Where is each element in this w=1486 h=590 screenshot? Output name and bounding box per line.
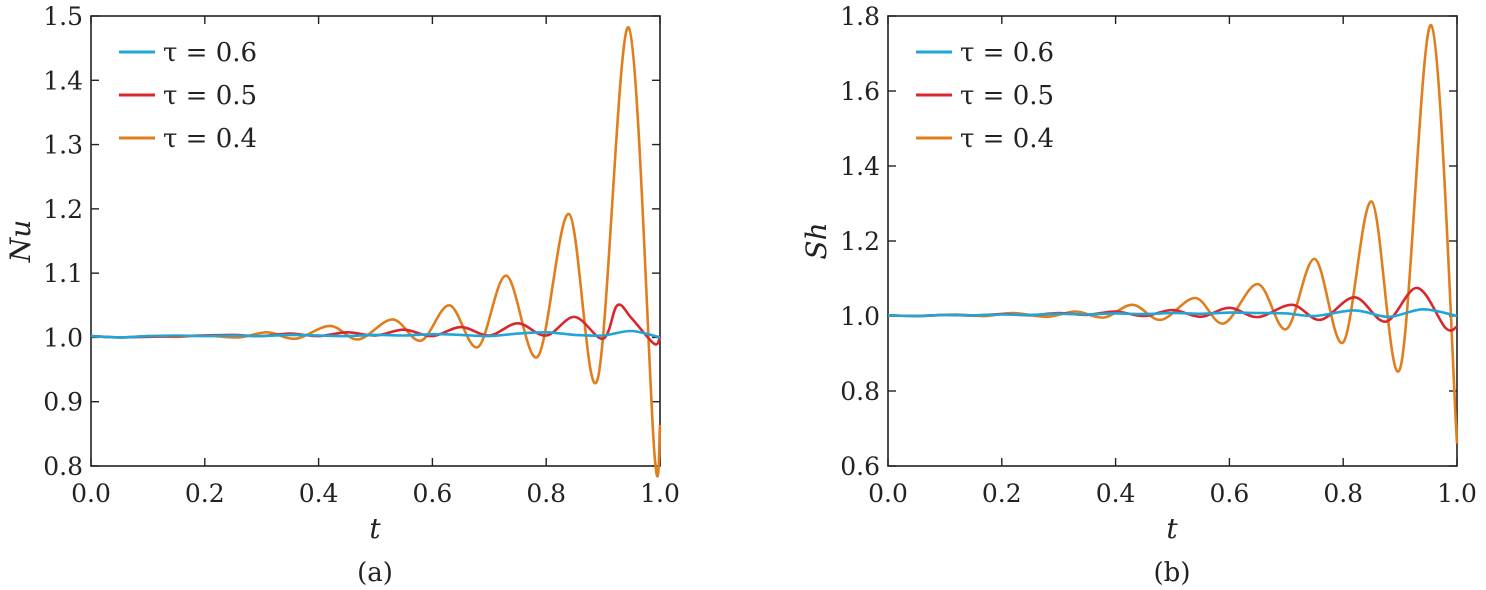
series-line-1 [90, 303, 662, 346]
legend-label: τ = 0.5 [960, 81, 1054, 111]
y-tick-label: 0.9 [43, 388, 83, 417]
y-tick-label: 1.6 [840, 77, 880, 106]
panel-a: 0.0 0.2 0.4 0.6 0.8 1.0 0.8 0.9 1.0 1.1 1.2 1.3 1.4 1… [4, 2, 680, 588]
y-tick-label: 1.0 [43, 323, 83, 352]
ticks-b: 0.0 0.2 0.4 0.6 0.8 1.0 0.6 0.8 1.0 1.2 1.4 1.6 1.8 [840, 2, 1477, 508]
legend-label: τ = 0.6 [960, 38, 1054, 68]
series-b [887, 24, 1459, 444]
y-axis-title-a: Nu [4, 220, 37, 264]
plot-frame-a [90, 15, 661, 467]
series-a [90, 26, 662, 478]
x-tick-label: 0.6 [413, 479, 453, 508]
x-tick-label: 0.4 [1096, 479, 1136, 508]
y-tick-label: 0.8 [840, 377, 880, 406]
x-tick-label: 1.0 [640, 479, 680, 508]
y-tick-label: 1.8 [840, 2, 880, 31]
caption-a: (a) [357, 558, 393, 588]
legend-b: τ = 0.6 τ = 0.5 τ = 0.4 [916, 38, 1054, 154]
x-tick-label: 0.8 [526, 479, 566, 508]
x-tick-label: 0.6 [1210, 479, 1250, 508]
x-tick-label: 1.0 [1437, 479, 1477, 508]
series-line-0 [887, 307, 1458, 319]
legend-label: τ = 0.5 [163, 81, 257, 111]
legend-label: τ = 0.6 [163, 38, 257, 68]
series-line-0 [90, 329, 661, 339]
legend-label: τ = 0.4 [960, 124, 1054, 154]
legend-a: τ = 0.6 τ = 0.5 τ = 0.4 [119, 38, 257, 154]
x-tick-label: 0.4 [299, 479, 339, 508]
y-tick-label: 1.5 [43, 2, 83, 31]
y-tick-label: 0.8 [43, 452, 83, 481]
ticks-a: 0.0 0.2 0.4 0.6 0.8 1.0 0.8 0.9 1.0 1.1 1.2 1.3 1.4 1… [43, 2, 680, 508]
y-tick-label: 1.4 [43, 66, 83, 95]
caption-b: (b) [1154, 558, 1191, 588]
y-tick-label: 1.3 [43, 131, 83, 160]
x-tick-label: 0.2 [185, 479, 225, 508]
x-tick-label: 0.8 [1323, 479, 1363, 508]
x-axis-title-b: t [1166, 512, 1178, 545]
legend-label: τ = 0.4 [163, 124, 257, 154]
x-tick-label: 0.2 [982, 479, 1022, 508]
panel-b: 0.0 0.2 0.4 0.6 0.8 1.00.60.81.01.21.41.61.8 … [800, 2, 1477, 588]
y-axis-title-b: Sh [800, 222, 833, 259]
x-axis-title-a: t [369, 512, 381, 545]
y-tick-label: 1.2 [43, 195, 83, 224]
y-tick-label: 1.1 [43, 259, 83, 288]
x-tick-label: 0.0 [71, 479, 111, 508]
y-tick-label: 1.2 [840, 227, 880, 256]
x-tick-label: 0.0 [868, 479, 908, 508]
y-tick-label: 0.6 [840, 452, 880, 481]
y-tick-label: 1.0 [840, 302, 880, 331]
series-line-1 [887, 286, 1458, 332]
y-tick-label: 1.4 [840, 152, 880, 181]
series-line-2 [887, 24, 1459, 444]
